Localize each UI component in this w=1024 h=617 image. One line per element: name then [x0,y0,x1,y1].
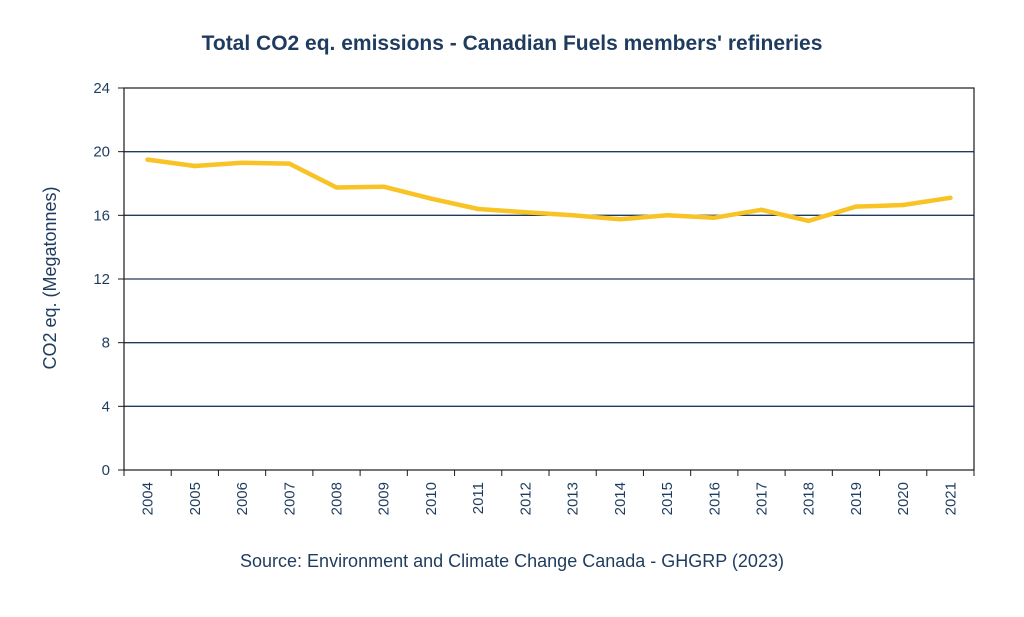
data-point [617,217,623,222]
x-tick-label: 2017 [754,482,771,515]
data-point [334,185,339,190]
x-tick-label: 2007 [281,482,298,515]
y-tick-label: 16 [93,207,110,224]
gridlines [124,151,974,407]
x-tick-label: 2018 [801,482,818,515]
data-point [664,213,670,218]
y-axis-label: CO2 eq. (Megatonnes) [40,186,60,369]
data-point [287,161,292,166]
data-point [523,209,528,215]
x-tick-label: 2015 [659,482,676,515]
data-point [145,157,150,162]
x-tick-label: 2010 [423,482,440,515]
y-tick-label: 24 [93,80,110,97]
x-tick-label: 2005 [187,482,204,515]
data-point [759,207,764,212]
x-tick-label: 2011 [470,482,487,514]
data-point [570,213,575,218]
x-tick-label: 2006 [234,482,251,515]
x-tick-label: 2013 [565,482,582,515]
y-tick-label: 0 [102,462,110,479]
y-tick-label: 8 [102,335,110,352]
data-point [853,204,859,209]
x-tick-label: 2021 [942,482,959,515]
data-point [381,184,386,189]
x-axis-ticks: 2004 2005 2006 2007 2008 2009 2010 2011 2012 2013… [123,470,975,515]
data-point [192,163,198,169]
y-axis-ticks: 0 4 8 12 16 20 24 [93,80,124,479]
y-tick-label: 20 [93,144,110,161]
data-point [239,160,245,166]
y-tick-label: 12 [93,271,110,288]
y-tick-label: 4 [102,398,110,415]
x-tick-label: 2016 [706,482,723,515]
x-tick-label: 2004 [140,482,157,515]
x-tick-label: 2019 [848,482,865,515]
data-point [900,202,906,208]
chart-title: Total CO2 eq. emissions - Canadian Fuels… [201,32,823,55]
chart-source-note: Source: Environment and Climate Change C… [240,551,784,571]
data-point [712,215,717,220]
data-point [428,196,434,201]
series-line [145,157,953,224]
data-point [948,195,953,201]
x-tick-label: 2012 [517,482,534,515]
x-tick-label: 2009 [376,482,393,515]
x-tick-label: 2008 [329,482,346,515]
x-tick-label: 2020 [895,482,912,515]
series-layer [145,157,953,224]
data-point [806,218,811,224]
x-tick-label: 2014 [612,482,629,515]
data-point [475,206,481,212]
